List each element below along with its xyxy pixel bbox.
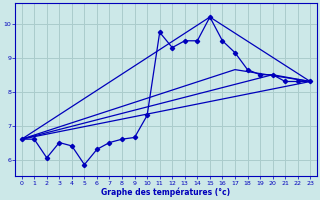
X-axis label: Graphe des températures (°c): Graphe des températures (°c) (101, 187, 230, 197)
